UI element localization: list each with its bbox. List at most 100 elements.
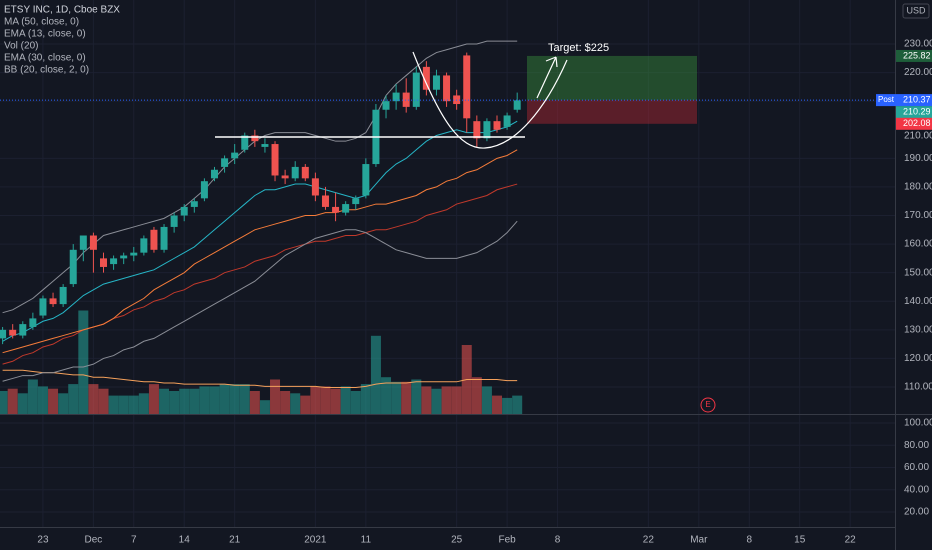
candle-body	[362, 164, 370, 196]
cup-curve	[412, 51, 568, 149]
volume-bar	[330, 388, 341, 414]
y-tick-label: 190.00	[904, 153, 932, 164]
candle-body	[342, 204, 350, 213]
grid	[0, 0, 895, 527]
candle-body	[332, 206, 340, 213]
candle-body	[29, 318, 37, 327]
volume-bar	[159, 388, 170, 414]
candle-body	[200, 181, 208, 199]
candle-body	[321, 195, 329, 207]
x-tick-label: 21	[229, 535, 241, 546]
y-tick-label: 180.00	[904, 182, 932, 193]
y2-tick-label: 100.00	[904, 418, 932, 429]
candle-body	[412, 72, 420, 107]
volume-bar	[441, 386, 452, 414]
volume-bar	[48, 388, 59, 414]
volume-bar	[481, 386, 492, 414]
candle-body	[402, 92, 410, 107]
candle-body	[100, 258, 107, 267]
volume-bar	[118, 395, 129, 414]
x-tick-label: 25	[451, 535, 463, 546]
volume-bar	[320, 386, 331, 414]
volume-bar	[492, 395, 503, 414]
volume-bar	[219, 384, 230, 414]
legend-entry: MA (50, close, 0)	[4, 17, 79, 28]
candle-body	[483, 121, 491, 139]
candle-body	[352, 198, 360, 205]
indicator-line	[2, 149, 518, 354]
candle-body	[110, 258, 118, 265]
post-tag-label: Post	[878, 95, 895, 104]
y2-tick-label: 80.00	[904, 440, 929, 451]
x-tick-label: Dec	[85, 535, 103, 546]
volume-bar	[290, 393, 301, 414]
volume-bar	[249, 391, 260, 414]
earnings-label[interactable]: E	[705, 400, 710, 409]
earnings-icon[interactable]	[700, 397, 716, 413]
volume-bar	[68, 384, 79, 414]
candle-body	[392, 92, 400, 102]
candle-body	[89, 235, 97, 250]
currency-button[interactable]	[902, 3, 930, 19]
y-tick-label: 230.00	[904, 39, 932, 50]
x-tick-label: 22	[643, 535, 655, 546]
price-tag	[896, 117, 932, 130]
candle-body	[241, 135, 249, 150]
candle-body	[301, 166, 309, 179]
y-tick-label: 110.00	[904, 382, 932, 393]
indicator-line	[2, 220, 518, 382]
candle-body	[150, 229, 158, 250]
currency-label[interactable]: USD	[906, 5, 926, 15]
candle-body	[513, 100, 521, 110]
candle-body	[69, 249, 77, 285]
price-tags: 225.82 210.37 Post 210.29 202.08	[876, 49, 932, 130]
y2-tick-label: 20.00	[904, 507, 929, 518]
volume-bar	[0, 391, 8, 414]
volume-bar	[7, 388, 18, 414]
volume-bar	[128, 395, 139, 414]
volume-bar	[179, 388, 190, 414]
volume-bar	[98, 388, 109, 414]
volume-ma-line	[2, 369, 518, 389]
x-tick-label: 11	[361, 535, 372, 546]
volume-bar	[340, 386, 351, 414]
legend-entry: EMA (30, close, 0)	[4, 53, 86, 64]
candle-body	[432, 75, 440, 90]
volume-bar	[310, 386, 321, 414]
y-tick-label: 220.00	[904, 67, 932, 78]
candle-body	[281, 175, 289, 179]
volume-bar	[108, 395, 119, 414]
profit-zone	[527, 55, 697, 101]
candle-body	[9, 329, 17, 336]
x-tick-label: 14	[179, 535, 191, 546]
y-tick-label: 140.00	[904, 296, 932, 307]
price-tag-label: 210.37	[903, 94, 931, 104]
candle-body	[291, 166, 299, 179]
volume-bar	[401, 381, 412, 414]
legend-entry: EMA (13, close, 0)	[4, 29, 86, 40]
y-tick-label: 160.00	[904, 239, 932, 250]
price-tag-label: 202.08	[903, 118, 931, 128]
y-tick-label: 170.00	[904, 210, 932, 221]
price-tag	[896, 94, 932, 107]
price-tag	[896, 49, 932, 62]
candle-body	[261, 144, 269, 147]
volume-bar	[199, 386, 210, 414]
legend-entry: Vol (20)	[4, 41, 38, 52]
candle-body	[493, 121, 501, 130]
candle-body	[0, 329, 7, 339]
x-tick-label: 15	[794, 535, 806, 546]
candle-body	[170, 215, 178, 227]
volume-bar	[280, 391, 291, 414]
volume-bar	[370, 335, 381, 414]
price-tag	[896, 106, 932, 119]
volume-bar	[78, 310, 89, 414]
y-tick-label: 210.00	[904, 130, 932, 141]
x-tick-label: 23	[37, 535, 49, 546]
marks	[0, 40, 895, 414]
volume-bar	[471, 377, 482, 414]
y2-tick-label: 40.00	[904, 484, 929, 495]
volume-bar	[148, 384, 159, 414]
volume-bar	[512, 395, 523, 414]
volume-bar	[229, 384, 240, 414]
